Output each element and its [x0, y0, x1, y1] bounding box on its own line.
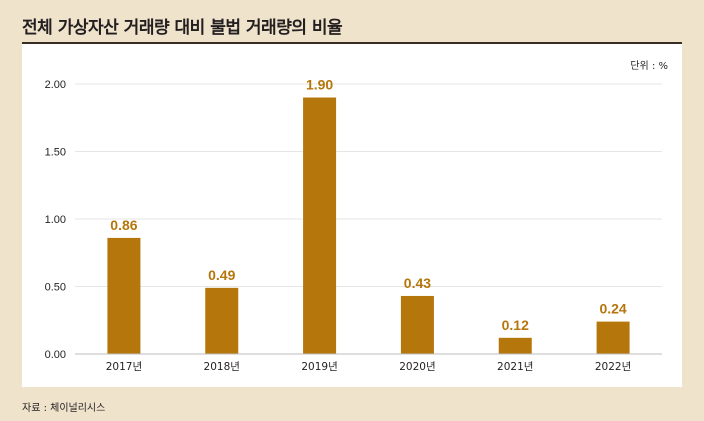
gridlines [75, 83, 662, 287]
bar [498, 337, 532, 354]
x-tick-label: 2019년 [301, 361, 337, 373]
y-tick-label: 1.00 [45, 214, 66, 226]
bar-value-label: 0.24 [599, 301, 626, 317]
bar [107, 237, 141, 354]
y-tick-label: 0.00 [45, 349, 66, 361]
y-tick-label: 1.50 [45, 147, 66, 159]
bar-value-label: 0.43 [404, 275, 431, 291]
bar [400, 295, 434, 354]
title-divider [22, 42, 682, 44]
x-axis-ticks: 2017년 2018년 2019년 2020년 2021년 2022년 [106, 361, 632, 373]
bar-value-label: 0.49 [208, 267, 235, 283]
source-note: 자료 : 체이널리시스 [22, 403, 106, 414]
chart-title: 전체 가상자산 거래량 대비 불법 거래량의 비율 [22, 18, 343, 38]
data-labels: 0.86 0.49 1.90 0.43 0.12 0.24 [110, 77, 627, 333]
bar [596, 321, 630, 354]
bars [107, 97, 630, 354]
x-tick-label: 2017년 [106, 361, 142, 373]
bar [205, 287, 239, 354]
x-tick-label: 2022년 [595, 361, 631, 373]
bar-value-label: 1.90 [306, 77, 333, 93]
bar-value-label: 0.86 [110, 217, 137, 233]
bar [303, 97, 337, 354]
y-tick-label: 2.00 [45, 79, 66, 91]
x-tick-label: 2021년 [497, 361, 533, 373]
y-tick-label: 0.50 [45, 282, 66, 294]
x-tick-label: 2018년 [204, 361, 240, 373]
x-tick-label: 2020년 [399, 361, 435, 373]
bar-value-label: 0.12 [502, 317, 529, 333]
y-axis-ticks: 0.00 0.50 1.00 1.50 2.00 [45, 79, 66, 361]
unit-note: 단위 : % [630, 61, 668, 72]
